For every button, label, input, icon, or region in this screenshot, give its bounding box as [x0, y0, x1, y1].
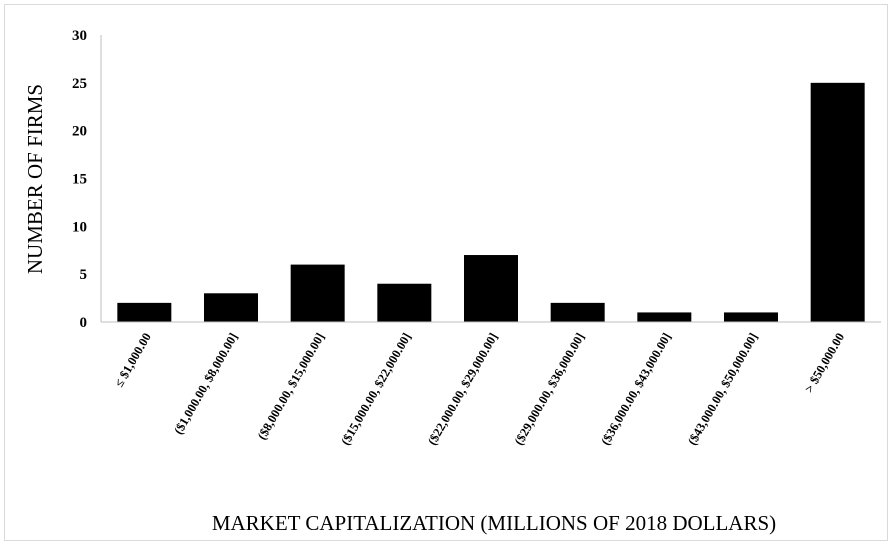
x-tick-label: ($1,000.00, $8,000.00]	[171, 331, 240, 437]
bars	[117, 82, 865, 322]
y-tick-label: 0	[80, 315, 88, 331]
x-tick-label: ($36,000.00, $43,000.00]	[598, 331, 674, 448]
x-tick-label: ≤ $1,000.00	[112, 331, 154, 390]
bar	[810, 82, 865, 322]
x-tick-label: ($29,000.00, $36,000.00]	[512, 331, 588, 448]
x-tick-label: ($22,000.00, $29,000.00]	[425, 331, 501, 448]
chart-frame	[4, 4, 888, 541]
bar	[724, 312, 778, 322]
bar	[637, 312, 692, 322]
y-tick-label: 30	[72, 28, 87, 44]
bar	[464, 255, 518, 322]
y-axis-ticks: 0 5 10 15 20 25 30	[72, 28, 87, 331]
y-tick-label: 25	[72, 76, 87, 92]
bar	[550, 302, 605, 322]
x-axis-category-labels: ≤ $1,000.00 ($1,000.00, $8,000.00] ($8,000…	[112, 331, 847, 448]
x-tick-label: ($43,000.00, $50,000.00]	[685, 331, 761, 448]
x-axis-title: MARKET CAPITALIZATION (MILLIONS OF 2018 …	[212, 511, 776, 535]
y-tick-label: 5	[80, 267, 88, 283]
bar	[204, 293, 258, 322]
y-axis-title: NUMBER OF FIRMS	[23, 84, 47, 274]
y-tick-label: 20	[72, 124, 87, 140]
x-tick-label: ($8,000.00, $15,000.00]	[255, 331, 328, 443]
bar	[117, 302, 172, 322]
y-tick-label: 15	[72, 172, 87, 188]
x-tick-label: ($15,000.00, $22,000.00]	[338, 331, 414, 448]
y-tick-label: 10	[72, 219, 87, 235]
x-tick-label: > $50,000.00	[802, 331, 847, 396]
bar	[377, 283, 432, 322]
bar	[290, 264, 345, 322]
